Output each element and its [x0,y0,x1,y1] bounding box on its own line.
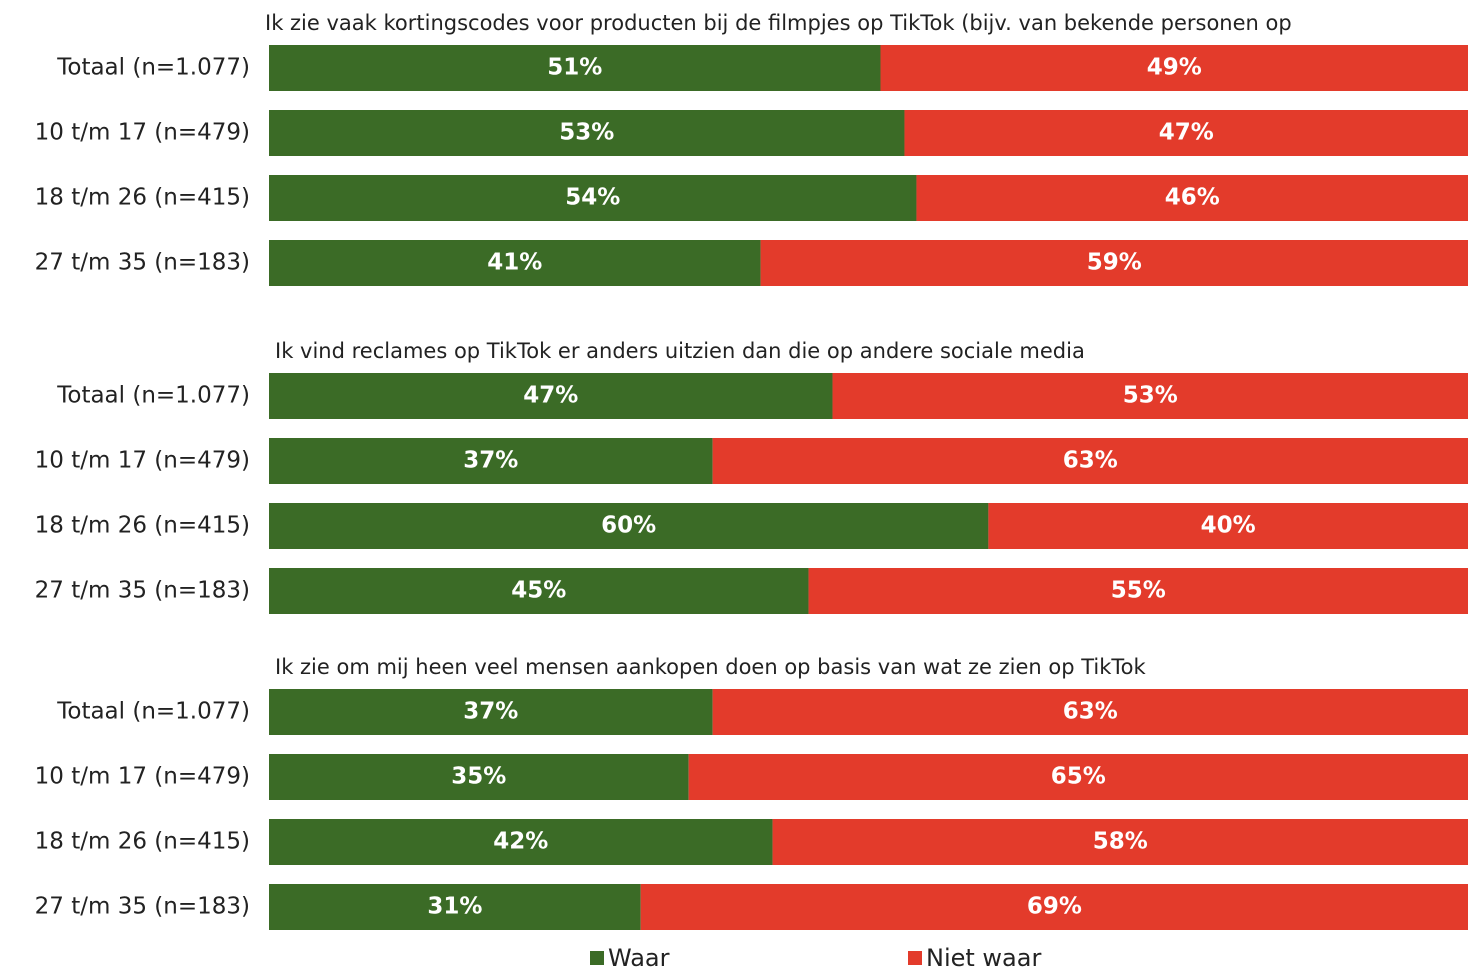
bar-segment [772,819,1468,865]
bar-segment [269,884,641,930]
legend-swatch [590,951,604,965]
bar-segment [916,175,1468,221]
value-label: 51% [547,55,602,81]
category-label: 18 t/m 26 (n=415) [35,829,250,855]
category-label: Totaal (n=1.077) [56,699,250,725]
bar-segment [269,438,713,484]
value-label: 53% [559,120,614,146]
category-label: 10 t/m 17 (n=479) [35,448,250,474]
value-label: 40% [1201,513,1256,539]
value-label: 59% [1087,250,1142,276]
value-label: 41% [487,250,542,276]
bar-segment [269,689,713,735]
bar-segment [688,754,1468,800]
value-label: 45% [511,578,566,604]
value-label: 65% [1051,764,1106,790]
chart-title: Ik zie om mij heen veel mensen aankopen … [275,655,1147,679]
category-label: 27 t/m 35 (n=183) [35,250,250,276]
value-label: 37% [463,448,518,474]
chart-title: Ik zie vaak kortingscodes voor producten… [265,11,1292,35]
value-label: 55% [1111,578,1166,604]
value-label: 35% [451,764,506,790]
chart-title: Ik vind reclames op TikTok er anders uit… [275,339,1085,363]
value-label: 42% [493,829,548,855]
value-label: 54% [565,185,620,211]
bar-segment [269,754,689,800]
bar-segment [269,240,761,286]
category-label: Totaal (n=1.077) [56,383,250,409]
value-label: 53% [1123,383,1178,409]
bar-segment [640,884,1468,930]
bar-segment [832,373,1468,419]
bar-segment [808,568,1468,614]
value-label: 46% [1165,185,1220,211]
value-label: 63% [1063,699,1118,725]
value-label: 63% [1063,448,1118,474]
bar-segment [269,110,905,156]
category-label: 10 t/m 17 (n=479) [35,120,250,146]
bar-segment [988,503,1468,549]
bar-segment [880,45,1468,91]
category-label: 18 t/m 26 (n=415) [35,185,250,211]
bar-segment [760,240,1468,286]
bar-segment [269,45,881,91]
bar-segment [269,175,917,221]
value-label: 60% [601,513,656,539]
value-label: 58% [1093,829,1148,855]
legend-swatch [908,951,922,965]
category-label: 27 t/m 35 (n=183) [35,894,250,920]
bar-segment [712,689,1468,735]
bar-segment [904,110,1468,156]
value-label: 49% [1147,55,1202,81]
bar-segment [269,819,773,865]
legend-label: Niet waar [926,944,1041,970]
category-label: 18 t/m 26 (n=415) [35,513,250,539]
value-label: 69% [1027,894,1082,920]
bar-segment [269,568,809,614]
category-label: Totaal (n=1.077) [56,55,250,81]
value-label: 47% [1159,120,1214,146]
value-label: 47% [523,383,578,409]
legend-label: Waar [608,944,670,970]
bar-segment [269,373,833,419]
value-label: 31% [427,894,482,920]
category-label: 27 t/m 35 (n=183) [35,578,250,604]
category-label: 10 t/m 17 (n=479) [35,764,250,790]
bar-segment [712,438,1468,484]
value-label: 37% [463,699,518,725]
bar-segment [269,503,989,549]
